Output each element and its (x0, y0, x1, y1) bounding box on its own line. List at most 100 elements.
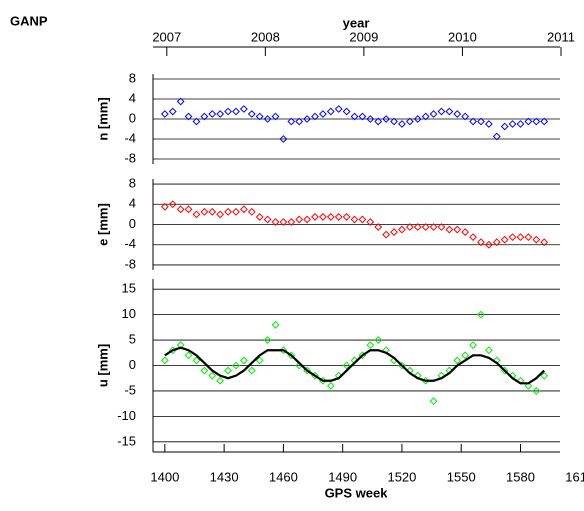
data-point (461, 351, 470, 360)
data-point (532, 117, 541, 126)
x-tick-label: 1610 (565, 469, 584, 484)
data-point (247, 207, 256, 216)
data-point (232, 361, 240, 370)
year-tick-label: 2007 (152, 29, 181, 44)
data-point (437, 223, 446, 231)
data-point (500, 122, 509, 131)
y-tick-label: 10 (122, 306, 136, 321)
y-axis-label: n [mm] (95, 97, 110, 140)
data-point (247, 366, 256, 375)
y-tick-label: 0 (129, 357, 136, 372)
data-point (279, 218, 288, 226)
station-title: GANP (10, 13, 48, 28)
y-tick-label: -4 (124, 130, 136, 145)
data-point (326, 107, 335, 116)
data-point (255, 213, 264, 221)
y-axis-label: e [mm] (95, 203, 110, 246)
fit-line (164, 346, 545, 385)
data-point (350, 215, 359, 224)
y-tick-label: -10 (117, 408, 136, 423)
data-point (192, 356, 201, 365)
data-point (342, 213, 351, 221)
data-point (445, 107, 454, 116)
data-point (461, 228, 470, 236)
data-point (398, 225, 406, 234)
data-point (192, 210, 201, 219)
x-tick-label: 1550 (447, 469, 476, 484)
data-point (303, 115, 312, 123)
data-point (200, 366, 209, 375)
data-point (461, 112, 470, 121)
data-point (311, 213, 319, 221)
data-point (184, 205, 193, 214)
data-point (374, 117, 383, 126)
data-point (168, 107, 177, 116)
data-point (508, 120, 517, 128)
data-point (184, 112, 193, 121)
data-point (524, 381, 533, 390)
data-point (208, 207, 217, 216)
data-point (263, 115, 272, 123)
y-tick-label: 0 (129, 110, 136, 125)
data-point (382, 115, 391, 123)
data-point (319, 110, 327, 118)
data-point (271, 112, 280, 121)
data-point (437, 107, 446, 116)
data-point (413, 223, 422, 231)
data-point (287, 218, 296, 226)
data-point (453, 110, 462, 118)
year-axis-label: year (343, 15, 370, 30)
x-tick-label: 1460 (269, 469, 298, 484)
data-point (405, 223, 414, 231)
data-point (366, 341, 375, 350)
data-point (524, 233, 533, 242)
data-point (232, 107, 240, 116)
data-point (429, 110, 438, 118)
data-point (295, 117, 304, 126)
data-point (224, 107, 232, 116)
data-point (263, 215, 272, 224)
y-tick-label: -8 (124, 150, 136, 165)
data-point (271, 320, 280, 329)
x-axis-label: GPS week (325, 485, 389, 500)
data-point (413, 115, 422, 123)
data-point (453, 225, 462, 234)
data-point (208, 371, 217, 380)
data-point (160, 202, 169, 211)
data-point (208, 110, 217, 118)
data-point (239, 356, 248, 365)
data-point (390, 117, 398, 126)
year-tick-label: 2010 (448, 29, 477, 44)
x-tick-label: 1580 (506, 469, 535, 484)
data-point (287, 117, 296, 126)
data-point (326, 381, 335, 390)
data-point (453, 356, 462, 365)
data-point (469, 233, 477, 242)
data-point (247, 110, 256, 118)
data-point (160, 110, 169, 118)
data-point (484, 240, 493, 249)
data-point (484, 346, 493, 355)
year-tick-label: 2008 (251, 29, 280, 44)
data-point (192, 117, 201, 126)
data-point (421, 112, 430, 121)
data-point (239, 105, 248, 113)
data-point (160, 356, 169, 365)
year-tick-label: 2009 (349, 29, 378, 44)
data-point (540, 117, 549, 126)
data-point (405, 117, 414, 126)
data-point (532, 387, 541, 395)
data-point (500, 235, 509, 244)
y-tick-label: 4 (129, 90, 136, 105)
data-point (421, 223, 430, 231)
data-point (382, 230, 391, 239)
data-point (366, 218, 375, 226)
data-point (366, 115, 375, 123)
data-point (358, 215, 367, 224)
x-tick-label: 1490 (328, 469, 357, 484)
data-point (540, 371, 549, 380)
data-point (232, 207, 240, 216)
year-tick-label: 2011 (547, 29, 575, 44)
data-point (200, 207, 209, 216)
